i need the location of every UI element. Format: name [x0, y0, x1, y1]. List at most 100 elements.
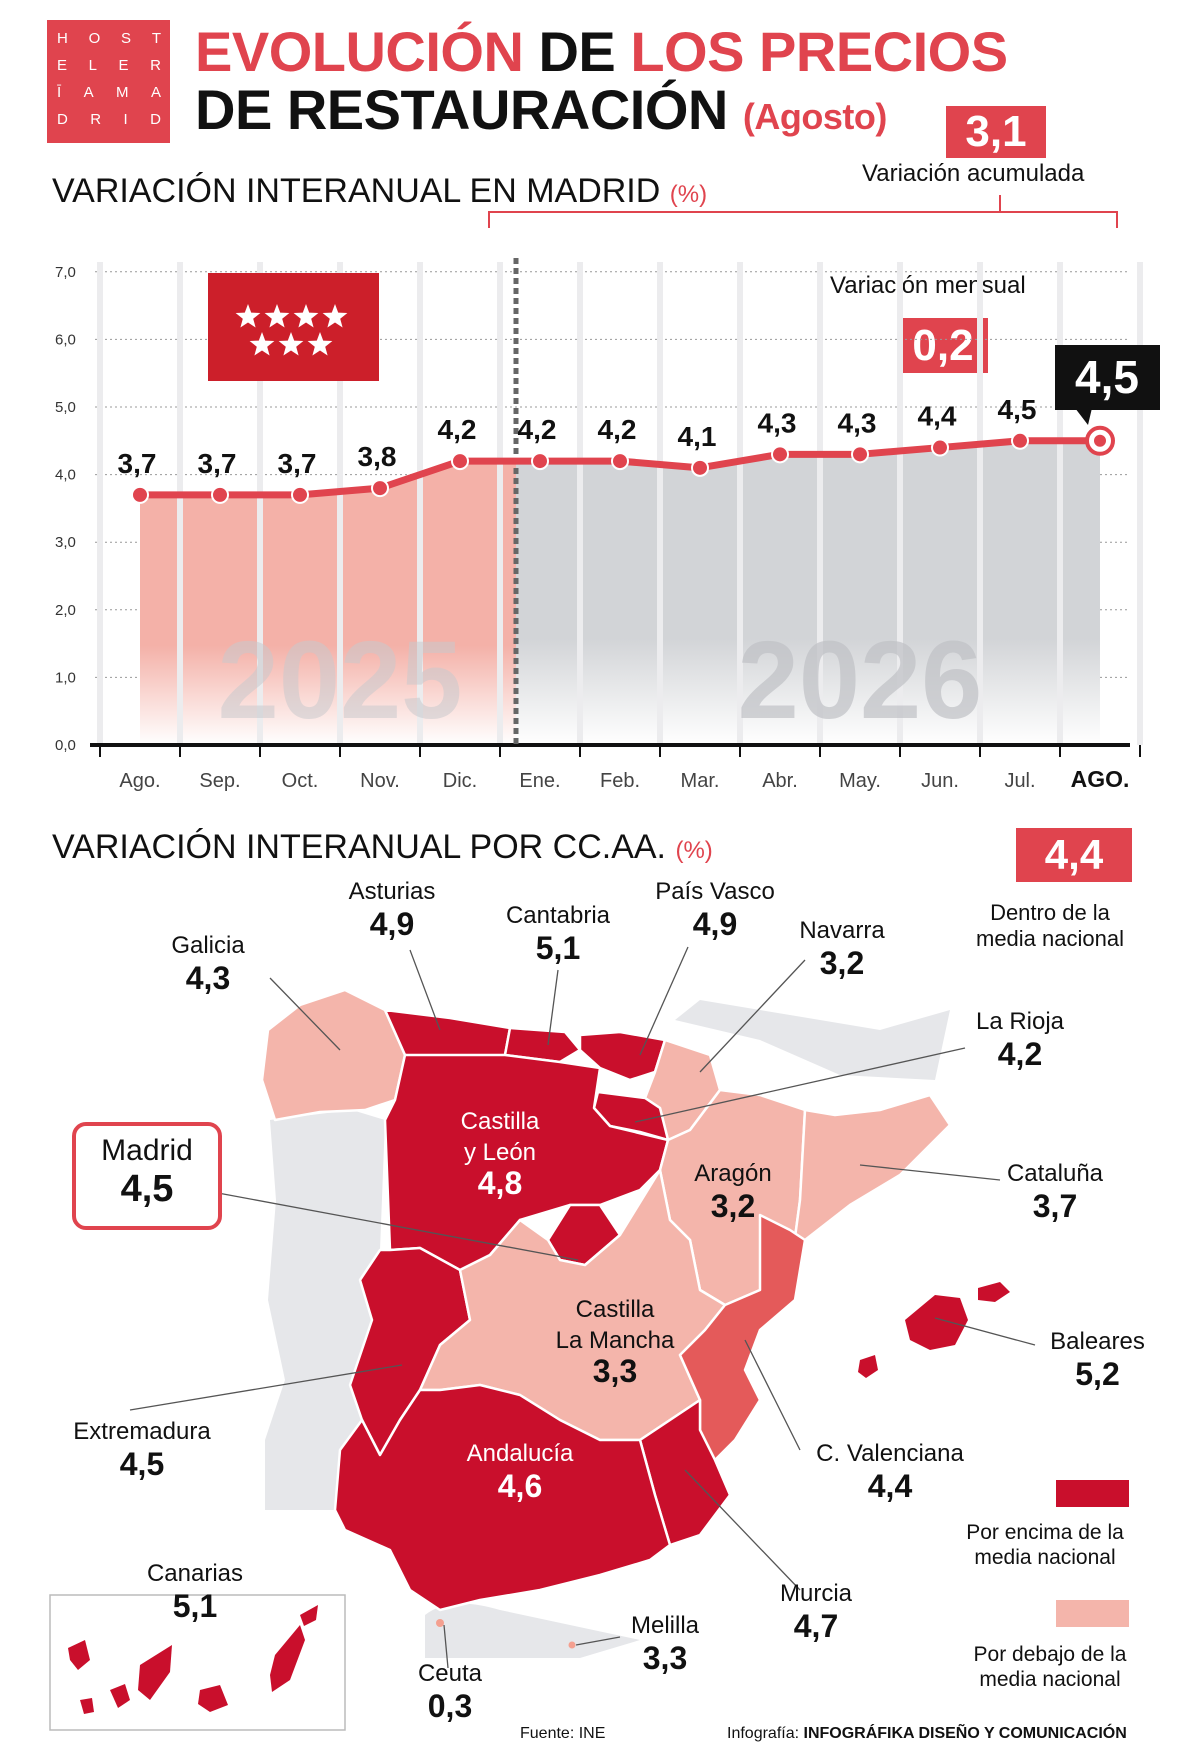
y-tick-label: 0,0 — [55, 737, 76, 754]
title-word: LOS PRECIOS — [630, 20, 1008, 83]
x-tick-label: Mar. — [681, 770, 720, 792]
y-tick-label: 1,0 — [55, 669, 76, 686]
label-andalucia: Andalucía 4,6 — [466, 1440, 574, 1504]
data-point — [371, 479, 389, 498]
data-point — [691, 458, 709, 477]
canarias-inset-frame — [49, 1594, 346, 1731]
page-title-line-2: DE RESTAURACIÓN (Agosto) — [195, 80, 887, 147]
x-tick-label: AGO. — [1071, 766, 1130, 792]
label-pais-vasco: País Vasco 4,9 — [655, 878, 775, 942]
label-madrid: Madrid 4,5 — [72, 1122, 222, 1230]
galicia-region — [260, 988, 407, 1122]
label-navarra: Navarra 3,2 — [799, 917, 885, 981]
data-label: 4,1 — [678, 421, 717, 452]
island — [300, 1605, 318, 1626]
stars-icon — [235, 304, 348, 356]
island — [110, 1684, 130, 1708]
y-tick-label: 4,0 — [55, 467, 76, 484]
island — [80, 1698, 94, 1714]
y-tick-label: 7,0 — [55, 264, 76, 281]
label-cataluna: Cataluña 3,7 — [1006, 1160, 1104, 1224]
data-point — [211, 485, 229, 504]
star-icon — [278, 332, 304, 356]
label-canarias: Canarias 5,1 — [146, 1560, 244, 1624]
national-value-badge: 4,4 — [1016, 828, 1132, 882]
x-tick-label: Nov. — [360, 770, 400, 792]
label-extremadura: Extremadura 4,5 — [73, 1418, 211, 1482]
data-label: 3,7 — [118, 448, 157, 479]
data-label: 4,2 — [598, 414, 637, 445]
data-label: 4,3 — [838, 407, 877, 438]
footer-credit: Infografía: INFOGRÁFIKA DISEÑO Y COMUNIC… — [727, 1725, 1127, 1742]
cumulative-value-badge: 3,1 — [946, 106, 1046, 158]
data-label: 4,2 — [518, 414, 557, 445]
label-aragon: Aragón 3,2 — [694, 1160, 772, 1224]
year-label-2026: 2026 — [738, 619, 983, 742]
asturias-region — [383, 1008, 512, 1062]
monthly-label: Variación mensual — [830, 272, 1026, 299]
x-tick-label: Oct. — [282, 770, 319, 792]
data-label: 3,7 — [278, 448, 317, 479]
leader-lines — [129, 946, 1036, 1669]
national-label: Dentro de la media nacional — [976, 900, 1124, 951]
x-tick-label: Jul. — [1004, 770, 1035, 792]
madrid-section-title: VARIACIÓN INTERANUAL EN MADRID (%) — [52, 172, 708, 210]
x-tick-label: Jun. — [921, 770, 959, 792]
unit-label: (%) — [675, 837, 713, 864]
data-point — [771, 445, 789, 464]
label-ceuta: Ceuta 0,3 — [417, 1660, 483, 1724]
star-icon — [307, 332, 333, 356]
canarias-islands — [68, 1605, 318, 1714]
label-valenciana: C. Valenciana 4,4 — [816, 1440, 964, 1504]
cantabria-region — [503, 1026, 582, 1064]
current-point-core — [1094, 434, 1106, 447]
data-point — [931, 438, 949, 457]
legend-label-below: Por debajo de la media nacional — [973, 1643, 1127, 1691]
data-label: 4,3 — [758, 407, 797, 438]
y-tick-label: 3,0 — [55, 534, 76, 551]
title-word: DE RESTAURACIÓN — [195, 78, 728, 141]
island — [68, 1640, 90, 1670]
label-castilla-leon: Castilla y León 4,8 — [460, 1108, 540, 1201]
x-tick-label: Ago. — [119, 770, 160, 792]
data-label: 4,5 — [998, 394, 1037, 425]
x-tick-label: Abr. — [762, 770, 798, 792]
legend-swatch-above — [1056, 1480, 1129, 1507]
current-value: 4,5 — [1075, 351, 1139, 403]
y-tick-label: 5,0 — [55, 399, 76, 416]
year-label-2025: 2025 — [218, 619, 463, 742]
cumulative-bracket — [488, 211, 1118, 228]
current-value-callout: 4,5 — [1055, 345, 1160, 425]
unit-label: (%) — [669, 181, 708, 208]
footer-source: Fuente: INE — [520, 1725, 606, 1742]
star-icon — [264, 304, 290, 328]
star-icon — [249, 332, 275, 356]
madrid-flag — [208, 273, 379, 381]
page-title-line-1: EVOLUCIÓN DE LOS PRECIOS — [195, 22, 1008, 82]
data-point — [451, 452, 469, 471]
x-tick-label: Dic. — [443, 770, 477, 792]
island — [138, 1645, 172, 1700]
valenciana-region — [678, 1213, 807, 1462]
x-tick-label: May. — [839, 770, 881, 792]
data-point — [1011, 431, 1029, 450]
legend-label-above: Por encima de la media nacional — [966, 1521, 1124, 1569]
y-tick-label: 2,0 — [55, 602, 76, 619]
x-tick-label: Ene. — [519, 770, 560, 792]
title-word: DE — [538, 20, 616, 83]
data-label: 3,8 — [358, 441, 397, 472]
andalucia-region — [333, 1383, 672, 1612]
ceuta-marker — [436, 1619, 444, 1627]
legend-swatch-below — [1056, 1600, 1129, 1627]
data-point — [531, 452, 549, 471]
star-icon — [235, 304, 261, 328]
regions-section-title: VARIACIÓN INTERANUAL POR CC.AA. (%) — [52, 828, 713, 866]
title-month: (Agosto) — [742, 96, 887, 137]
island — [198, 1685, 228, 1712]
data-point — [131, 485, 149, 504]
